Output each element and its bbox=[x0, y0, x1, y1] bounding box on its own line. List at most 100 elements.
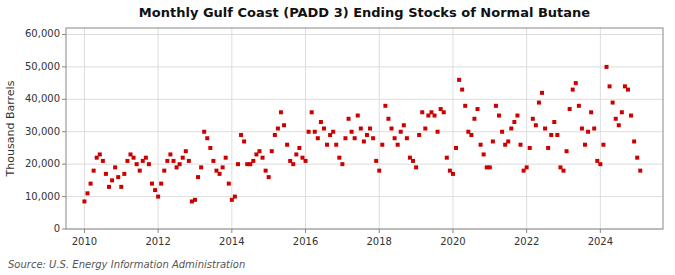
point bbox=[107, 185, 111, 189]
point bbox=[150, 182, 154, 186]
y-grid-line bbox=[66, 196, 663, 197]
y-tick-label: 60,000 bbox=[25, 28, 60, 39]
point bbox=[325, 143, 329, 147]
point bbox=[132, 156, 136, 160]
point bbox=[211, 159, 215, 163]
point bbox=[586, 130, 590, 134]
point bbox=[494, 104, 498, 108]
point bbox=[144, 156, 148, 160]
page: {"chart_data": { "type": "scatter", "tit… bbox=[0, 0, 675, 275]
point bbox=[598, 162, 602, 166]
point bbox=[608, 84, 612, 88]
x-grid-line bbox=[600, 28, 601, 229]
point bbox=[168, 152, 172, 156]
point bbox=[500, 130, 504, 134]
point bbox=[420, 110, 424, 114]
y-grid-line bbox=[66, 164, 663, 165]
point bbox=[592, 127, 596, 131]
point bbox=[294, 152, 298, 156]
point bbox=[196, 175, 200, 179]
point bbox=[350, 130, 354, 134]
point bbox=[515, 114, 519, 118]
point bbox=[171, 159, 175, 163]
point bbox=[224, 156, 228, 160]
point bbox=[543, 127, 547, 131]
x-grid-line bbox=[305, 28, 306, 229]
point bbox=[632, 139, 636, 143]
point bbox=[546, 146, 550, 150]
point bbox=[316, 136, 320, 140]
point bbox=[386, 117, 390, 121]
point bbox=[291, 162, 295, 166]
point bbox=[101, 159, 105, 163]
point bbox=[469, 133, 473, 137]
point bbox=[322, 127, 326, 131]
point bbox=[629, 114, 633, 118]
point bbox=[347, 117, 351, 121]
point bbox=[509, 127, 513, 131]
x-tick-label: 2010 bbox=[72, 236, 97, 247]
x-tick-label: 2012 bbox=[145, 236, 170, 247]
x-tick bbox=[379, 229, 380, 233]
point bbox=[451, 172, 455, 176]
point bbox=[491, 139, 495, 143]
point bbox=[270, 149, 274, 153]
point bbox=[85, 191, 89, 195]
point bbox=[583, 143, 587, 147]
y-grid-line bbox=[66, 131, 663, 132]
point bbox=[635, 156, 639, 160]
point bbox=[414, 165, 418, 169]
point bbox=[393, 136, 397, 140]
point bbox=[181, 156, 185, 160]
point bbox=[531, 117, 535, 121]
point bbox=[353, 136, 357, 140]
point bbox=[399, 130, 403, 134]
point bbox=[574, 81, 578, 85]
point bbox=[98, 152, 102, 156]
point bbox=[135, 162, 139, 166]
point bbox=[518, 143, 522, 147]
point bbox=[104, 172, 108, 176]
point bbox=[423, 127, 427, 131]
point bbox=[377, 169, 381, 173]
point bbox=[337, 156, 341, 160]
x-grid-line bbox=[158, 28, 159, 229]
point bbox=[242, 139, 246, 143]
point bbox=[589, 110, 593, 114]
x-tick-label: 2022 bbox=[514, 236, 539, 247]
point bbox=[178, 162, 182, 166]
x-tick-label: 2014 bbox=[219, 236, 244, 247]
point bbox=[460, 88, 464, 92]
x-grid-line bbox=[84, 28, 85, 229]
point bbox=[457, 78, 461, 82]
x-grid-line bbox=[379, 28, 380, 229]
point bbox=[340, 162, 344, 166]
point bbox=[343, 136, 347, 140]
grid bbox=[66, 28, 663, 229]
point bbox=[193, 198, 197, 202]
points bbox=[82, 65, 642, 204]
point bbox=[251, 159, 255, 163]
point bbox=[261, 156, 265, 160]
point bbox=[113, 165, 117, 169]
point bbox=[359, 127, 363, 131]
point bbox=[614, 117, 618, 121]
point bbox=[549, 133, 553, 137]
y-tick-label: 10,000 bbox=[25, 191, 60, 202]
point bbox=[82, 199, 86, 203]
point bbox=[552, 120, 556, 124]
point bbox=[506, 139, 510, 143]
point bbox=[227, 182, 231, 186]
point bbox=[310, 110, 314, 114]
point bbox=[365, 133, 369, 137]
y-tick-label: 40,000 bbox=[25, 93, 60, 104]
point bbox=[497, 114, 501, 118]
point bbox=[605, 65, 609, 69]
point bbox=[205, 136, 209, 140]
point bbox=[356, 114, 360, 118]
x-tick bbox=[231, 229, 232, 233]
point bbox=[233, 195, 237, 199]
point bbox=[374, 159, 378, 163]
point bbox=[534, 123, 538, 127]
y-tick bbox=[62, 196, 66, 197]
